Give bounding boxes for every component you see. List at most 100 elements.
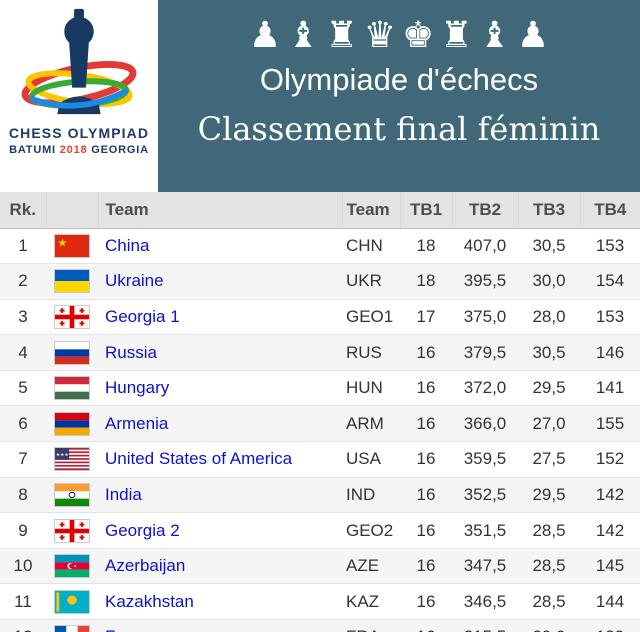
logo-title: CHESS OLYMPIAD	[8, 125, 150, 141]
team-name-link[interactable]: Georgia 2	[105, 520, 180, 540]
title-banner: ♟♝♜♛♚♜♝♟ Olympiade d'échecs Classement f…	[158, 0, 640, 192]
rank-cell: 10	[0, 547, 46, 584]
tb2-cell: 315,5	[452, 619, 518, 632]
team-name-link[interactable]: United States of America	[105, 449, 293, 469]
tb3-cell: 30,5	[518, 227, 580, 264]
tb1-cell: 16	[400, 619, 452, 632]
team-cell: Hungary	[98, 369, 342, 406]
tb1-cell: 16	[400, 476, 452, 513]
russia-flag-icon	[54, 340, 90, 365]
flag-cell	[46, 547, 98, 584]
flag-cell	[46, 405, 98, 442]
table-row: 4 Russia RUS 16 379,5 30,5 146	[0, 334, 640, 371]
team-name-link[interactable]: Georgia 1	[105, 306, 180, 326]
svg-text:★: ★	[57, 236, 67, 249]
rank-cell: 1	[0, 227, 46, 264]
team-name-link[interactable]: Ukraine	[105, 271, 164, 291]
tb4-cell: 142	[580, 512, 640, 549]
tb2-cell: 351,5	[452, 512, 518, 549]
table-row: 7 ★★★ United States of America USA 16 359,5 27…	[0, 441, 640, 478]
logo-batumi: BATUMI	[9, 144, 56, 156]
flag-cell	[46, 334, 98, 371]
rank-cell: 11	[0, 583, 46, 620]
tb3-cell: 29,0	[518, 619, 580, 632]
col-tb2-header: TB2	[452, 192, 519, 229]
team-cell: Kazakhstan	[98, 583, 342, 620]
team-name-link[interactable]: France	[105, 627, 158, 632]
tb2-cell: 352,5	[452, 476, 518, 513]
tb2-cell: 359,5	[452, 441, 518, 478]
col-code-header: Team	[342, 192, 401, 229]
tb1-cell: 18	[400, 227, 452, 264]
team-name-link[interactable]: Russia	[105, 342, 157, 362]
tb4-cell: 152	[580, 441, 640, 478]
col-tb1-header: TB1	[400, 192, 453, 229]
chess-pieces-icon: ♟♝♜♛♚♜♝♟	[248, 15, 556, 56]
hungary-flag-icon	[54, 376, 90, 401]
tb1-cell: 16	[400, 583, 452, 620]
rank-cell: 12	[0, 619, 46, 632]
flag-cell	[46, 263, 98, 300]
tb3-cell: 28,5	[518, 583, 580, 620]
team-code-cell: IND	[342, 476, 400, 513]
logo-chess-piece-icon	[15, 5, 143, 123]
tb2-cell: 347,5	[452, 547, 518, 584]
team-cell: Azerbaijan	[98, 547, 342, 584]
table-row: 11 Kazakhstan KAZ 16 346,5 28,5 144	[0, 583, 640, 620]
table-row: 6 Armenia ARM 16 366,0 27,0 155	[0, 405, 640, 442]
rank-cell: 5	[0, 369, 46, 406]
table-row: 5 Hungary HUN 16 372,0 29,5 141	[0, 369, 640, 406]
tb3-cell: 29,5	[518, 476, 580, 513]
flag-cell	[46, 512, 98, 549]
table-row: 3 Georgia 1 GEO1 17 375,0 28,0 153	[0, 298, 640, 335]
page-title: Olympiade d'échecs	[259, 62, 539, 97]
team-name-link[interactable]: Azerbaijan	[105, 556, 186, 576]
flag-cell	[46, 619, 98, 632]
team-cell: United States of America	[98, 441, 342, 478]
table-header-row: Rk. Team Team TB1 TB2 TB3 TB4	[0, 192, 640, 229]
tb2-cell: 375,0	[452, 298, 518, 335]
tb3-cell: 28,0	[518, 298, 580, 335]
kazakhstan-flag-icon	[54, 589, 90, 614]
table-row: 1 ★ China CHN 18 407,0 30,5 153	[0, 227, 640, 264]
tb1-cell: 16	[400, 441, 452, 478]
team-name-link[interactable]: Kazakhstan	[105, 591, 194, 611]
rank-cell: 4	[0, 334, 46, 371]
logo-georgia: GEORGIA	[91, 144, 149, 156]
rank-cell: 2	[0, 263, 46, 300]
tb4-cell: 146	[580, 334, 640, 371]
standings-table: Rk. Team Team TB1 TB2 TB3 TB4 1 ★ China CHN…	[0, 192, 640, 632]
col-tb4-header: TB4	[580, 192, 640, 229]
team-code-cell: KAZ	[342, 583, 400, 620]
armenia-flag-icon	[54, 411, 90, 436]
tb4-cell: 153	[580, 298, 640, 335]
flag-cell	[46, 583, 98, 620]
georgia-flag-icon	[54, 304, 90, 329]
tb4-cell: 145	[580, 547, 640, 584]
team-name-link[interactable]: Hungary	[105, 378, 170, 398]
team-name-link[interactable]: Armenia	[105, 413, 169, 433]
usa-flag-icon: ★★★	[54, 447, 90, 472]
georgia-flag-icon	[54, 518, 90, 543]
team-cell: Georgia 2	[98, 512, 342, 549]
tb2-cell: 379,5	[452, 334, 518, 371]
tb3-cell: 30,5	[518, 334, 580, 371]
col-team-header: Team	[98, 192, 343, 229]
flag-cell	[46, 298, 98, 335]
logo-subtitle: BATUMI 2018 GEORGIA	[9, 144, 149, 156]
team-code-cell: FRA	[342, 619, 400, 632]
tb2-cell: 346,5	[452, 583, 518, 620]
team-name-link[interactable]: China	[105, 235, 150, 255]
team-cell: Russia	[98, 334, 342, 371]
team-code-cell: GEO1	[342, 298, 400, 335]
tb2-cell: 395,5	[452, 263, 518, 300]
tb4-cell: 142	[580, 476, 640, 513]
team-cell: Armenia	[98, 405, 342, 442]
tb2-cell: 366,0	[452, 405, 518, 442]
olympiad-logo: CHESS OLYMPIAD BATUMI 2018 GEORGIA	[0, 0, 158, 192]
tb1-cell: 16	[400, 547, 452, 584]
team-name-link[interactable]: India	[105, 484, 142, 504]
team-code-cell: AZE	[342, 547, 400, 584]
tb4-cell: 153	[580, 227, 640, 264]
